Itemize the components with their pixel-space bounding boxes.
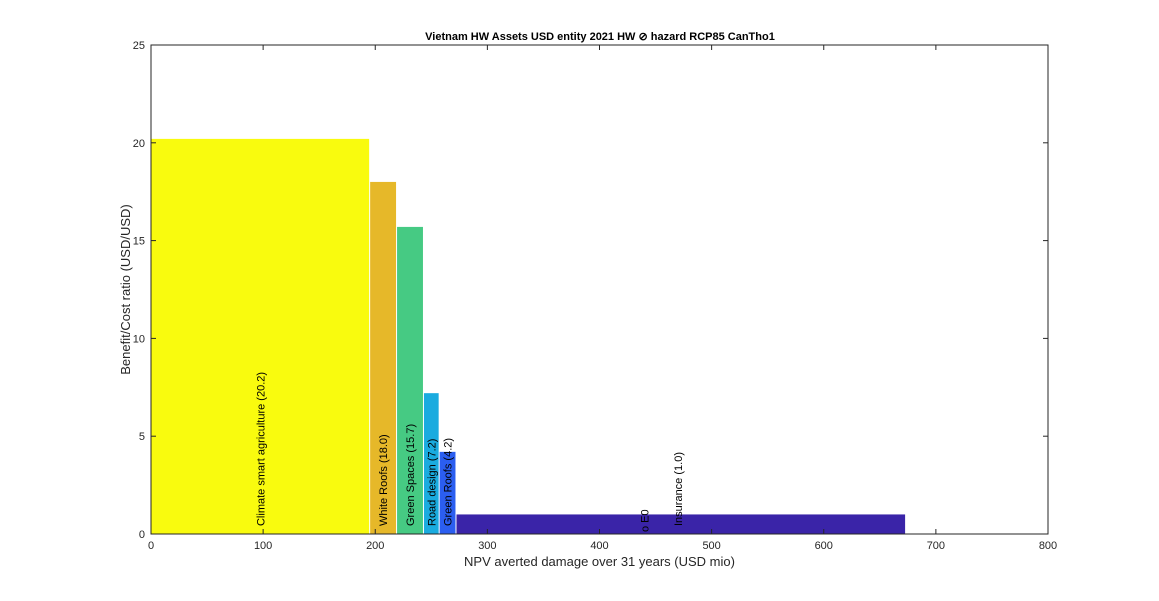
bar-label-road-design: Road design (7.2) [426,439,438,526]
y-tick-label: 5 [139,431,145,443]
x-tick-label: 100 [254,540,272,552]
bars-layer [151,138,906,535]
axis-ticks-layer: 0 100 200 300 400 500 600 700 800 0 5 10 15 20 25 [133,40,1057,552]
x-tick-label: 800 [1039,540,1057,552]
bar-climate-smart-agriculture [151,138,370,534]
chart-title: Vietnam HW Assets USD entity 2021 HW ⊘ h… [425,31,775,43]
bar-label-climate-smart-agriculture: Climate smart agriculture (20.2) [255,372,267,526]
x-axis-label: NPV averted damage over 31 years (USD mi… [464,554,735,569]
reference-marker-label: o E0 [639,509,651,532]
bar-label-green-spaces: Green Spaces (15.7) [405,424,417,526]
bar-labels-layer: Climate smart agriculture (20.2) White Ro… [255,372,685,532]
x-tick-label: 200 [366,540,384,552]
bar-road-design [423,393,439,534]
x-tick-label: 400 [590,540,608,552]
y-tick-label: 0 [139,529,145,541]
bar-insurance [456,514,906,534]
bar-green-spaces [397,226,423,534]
bar-label-white-roofs: White Roofs (18.0) [378,434,390,526]
y-tick-label: 20 [133,138,145,150]
y-tick-label: 25 [133,40,145,52]
x-tick-label: 500 [702,540,720,552]
x-tick-label: 0 [148,540,154,552]
bar-white-roofs [370,181,397,535]
bar-label-insurance: Insurance (1.0) [673,452,685,526]
x-tick-label: 300 [478,540,496,552]
y-tick-label: 10 [133,333,145,345]
y-tick-label: 15 [133,236,145,248]
x-tick-label: 600 [815,540,833,552]
y-axis-label: Benefit/Cost ratio (USD/USD) [118,204,133,375]
bar-green-roofs [439,451,456,534]
bar-label-green-roofs: Green Roofs (4.2) [443,438,455,526]
x-tick-label: 700 [927,540,945,552]
